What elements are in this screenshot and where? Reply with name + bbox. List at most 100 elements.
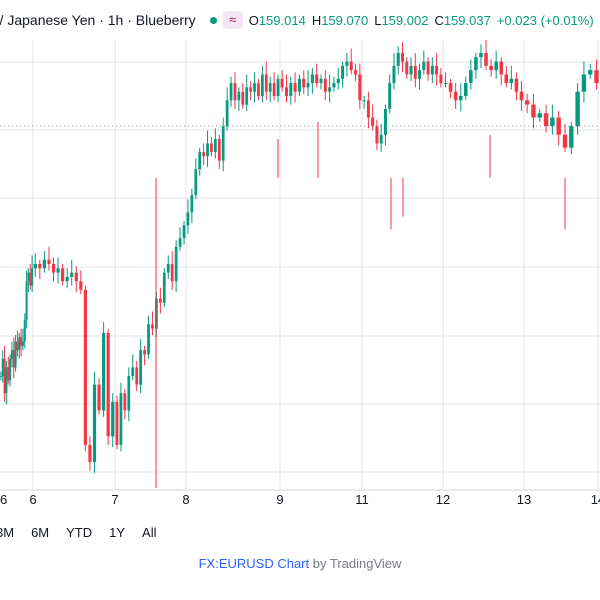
candle-body bbox=[261, 74, 264, 96]
candle-body bbox=[135, 367, 139, 385]
candle-body bbox=[182, 225, 186, 239]
chart-link[interactable]: FX:EURUSD Chart bbox=[198, 556, 310, 571]
candle-body bbox=[56, 268, 60, 273]
candle-body bbox=[264, 74, 268, 92]
candle-body bbox=[405, 61, 409, 75]
candle-body bbox=[214, 139, 217, 152]
range-1y-button[interactable]: 1Y bbox=[109, 524, 126, 540]
candle-body bbox=[186, 212, 190, 226]
candle-body bbox=[575, 91, 580, 127]
candle-body bbox=[562, 134, 568, 148]
candle-body bbox=[268, 83, 272, 92]
candle-body bbox=[509, 78, 514, 84]
range-6m-button[interactable]: 6M bbox=[31, 524, 50, 540]
candle-body bbox=[47, 259, 51, 264]
candle-body bbox=[119, 393, 123, 445]
candle-body bbox=[23, 320, 26, 342]
range-3m-button[interactable]: 3M bbox=[0, 524, 15, 540]
candle-body bbox=[537, 113, 542, 118]
candle-body bbox=[174, 246, 178, 282]
candle-body bbox=[581, 74, 587, 92]
candle-body bbox=[484, 52, 488, 66]
candle-body bbox=[139, 350, 143, 385]
chart-area[interactable]: 6 7 8 9 11 12 13 14 16 bbox=[0, 0, 600, 515]
candle-body bbox=[310, 74, 314, 84]
range-ytd-button[interactable]: YTD bbox=[66, 524, 93, 540]
candle-body bbox=[20, 337, 23, 346]
candle-body bbox=[257, 83, 260, 96]
candle-body bbox=[569, 126, 574, 148]
candle-body bbox=[297, 78, 301, 92]
candle-body bbox=[241, 91, 245, 105]
candle-body bbox=[217, 139, 221, 161]
candle-body bbox=[111, 401, 115, 437]
candle-body bbox=[21, 341, 24, 346]
candle-body bbox=[51, 264, 56, 273]
candle-body bbox=[9, 358, 12, 381]
candle-body bbox=[249, 87, 252, 92]
candle-body bbox=[123, 393, 127, 411]
candle-body bbox=[14, 341, 17, 368]
candle-body bbox=[18, 337, 21, 351]
candle-body bbox=[489, 65, 493, 71]
range-all-button[interactable]: All bbox=[142, 524, 157, 540]
candle-body bbox=[276, 78, 280, 96]
candle-body bbox=[92, 384, 97, 463]
candle-body bbox=[70, 272, 74, 277]
candle-body bbox=[293, 83, 297, 92]
candle-body bbox=[422, 61, 426, 71]
x-tick-label: 7 bbox=[111, 492, 118, 507]
candle-body bbox=[401, 52, 404, 62]
candle-body bbox=[233, 83, 237, 101]
candle-body bbox=[289, 83, 293, 96]
time-range-bar: 3M 6M YTD 1Y All bbox=[0, 520, 600, 544]
candle-body bbox=[147, 324, 150, 355]
candle-body bbox=[409, 65, 413, 75]
candle-body bbox=[12, 350, 15, 368]
chart-header: r / Japanese Yen · 1h · Blueberry ≈ O159… bbox=[0, 6, 600, 34]
candle-body bbox=[458, 96, 463, 101]
candle-body bbox=[88, 444, 92, 463]
symbol-title[interactable]: r / Japanese Yen · 1h · Blueberry bbox=[0, 12, 196, 28]
candle-body bbox=[253, 83, 256, 92]
candle-body bbox=[594, 70, 599, 84]
candle-body bbox=[198, 152, 202, 170]
candle-body bbox=[225, 100, 229, 127]
candle-body bbox=[194, 169, 198, 196]
candle-body bbox=[328, 87, 332, 92]
ohlc-open: O159.014 bbox=[248, 12, 306, 28]
candle-body bbox=[479, 52, 483, 58]
price-change: +0.023 (+0.01%) bbox=[496, 12, 594, 28]
candle-body bbox=[237, 91, 241, 101]
candle-body bbox=[5, 367, 8, 394]
candle-body bbox=[178, 238, 182, 247]
candle-body bbox=[3, 358, 6, 394]
x-tick-label: 14 bbox=[591, 492, 600, 507]
indicator-wave-icon[interactable]: ≈ bbox=[222, 11, 243, 29]
candle-body bbox=[435, 65, 439, 75]
candle-body bbox=[33, 264, 37, 269]
candle-body bbox=[550, 117, 555, 127]
candle-body bbox=[392, 65, 396, 84]
attribution: FX:EURUSD Chart by TradingView bbox=[0, 556, 600, 571]
candle-body bbox=[229, 83, 233, 101]
candle-body bbox=[280, 78, 284, 88]
ohlc-close: C159.037 bbox=[434, 12, 491, 28]
candle-body bbox=[514, 78, 519, 92]
candle-body bbox=[531, 104, 536, 118]
candle-body bbox=[38, 264, 42, 269]
candle-body bbox=[469, 70, 473, 84]
candle-body bbox=[10, 350, 13, 359]
candle-body bbox=[349, 61, 353, 71]
candle-body bbox=[448, 83, 453, 92]
candle-body bbox=[106, 332, 110, 437]
candle-body bbox=[306, 83, 310, 88]
candle-body bbox=[371, 117, 375, 127]
candle-body bbox=[383, 108, 387, 135]
candle-body bbox=[453, 91, 458, 101]
candlestick-chart[interactable]: 6 7 8 9 11 12 13 14 16 bbox=[0, 0, 600, 515]
candle-body bbox=[190, 195, 194, 213]
candle-body bbox=[272, 83, 276, 96]
candle-body bbox=[151, 324, 154, 329]
candle-body bbox=[426, 61, 430, 75]
